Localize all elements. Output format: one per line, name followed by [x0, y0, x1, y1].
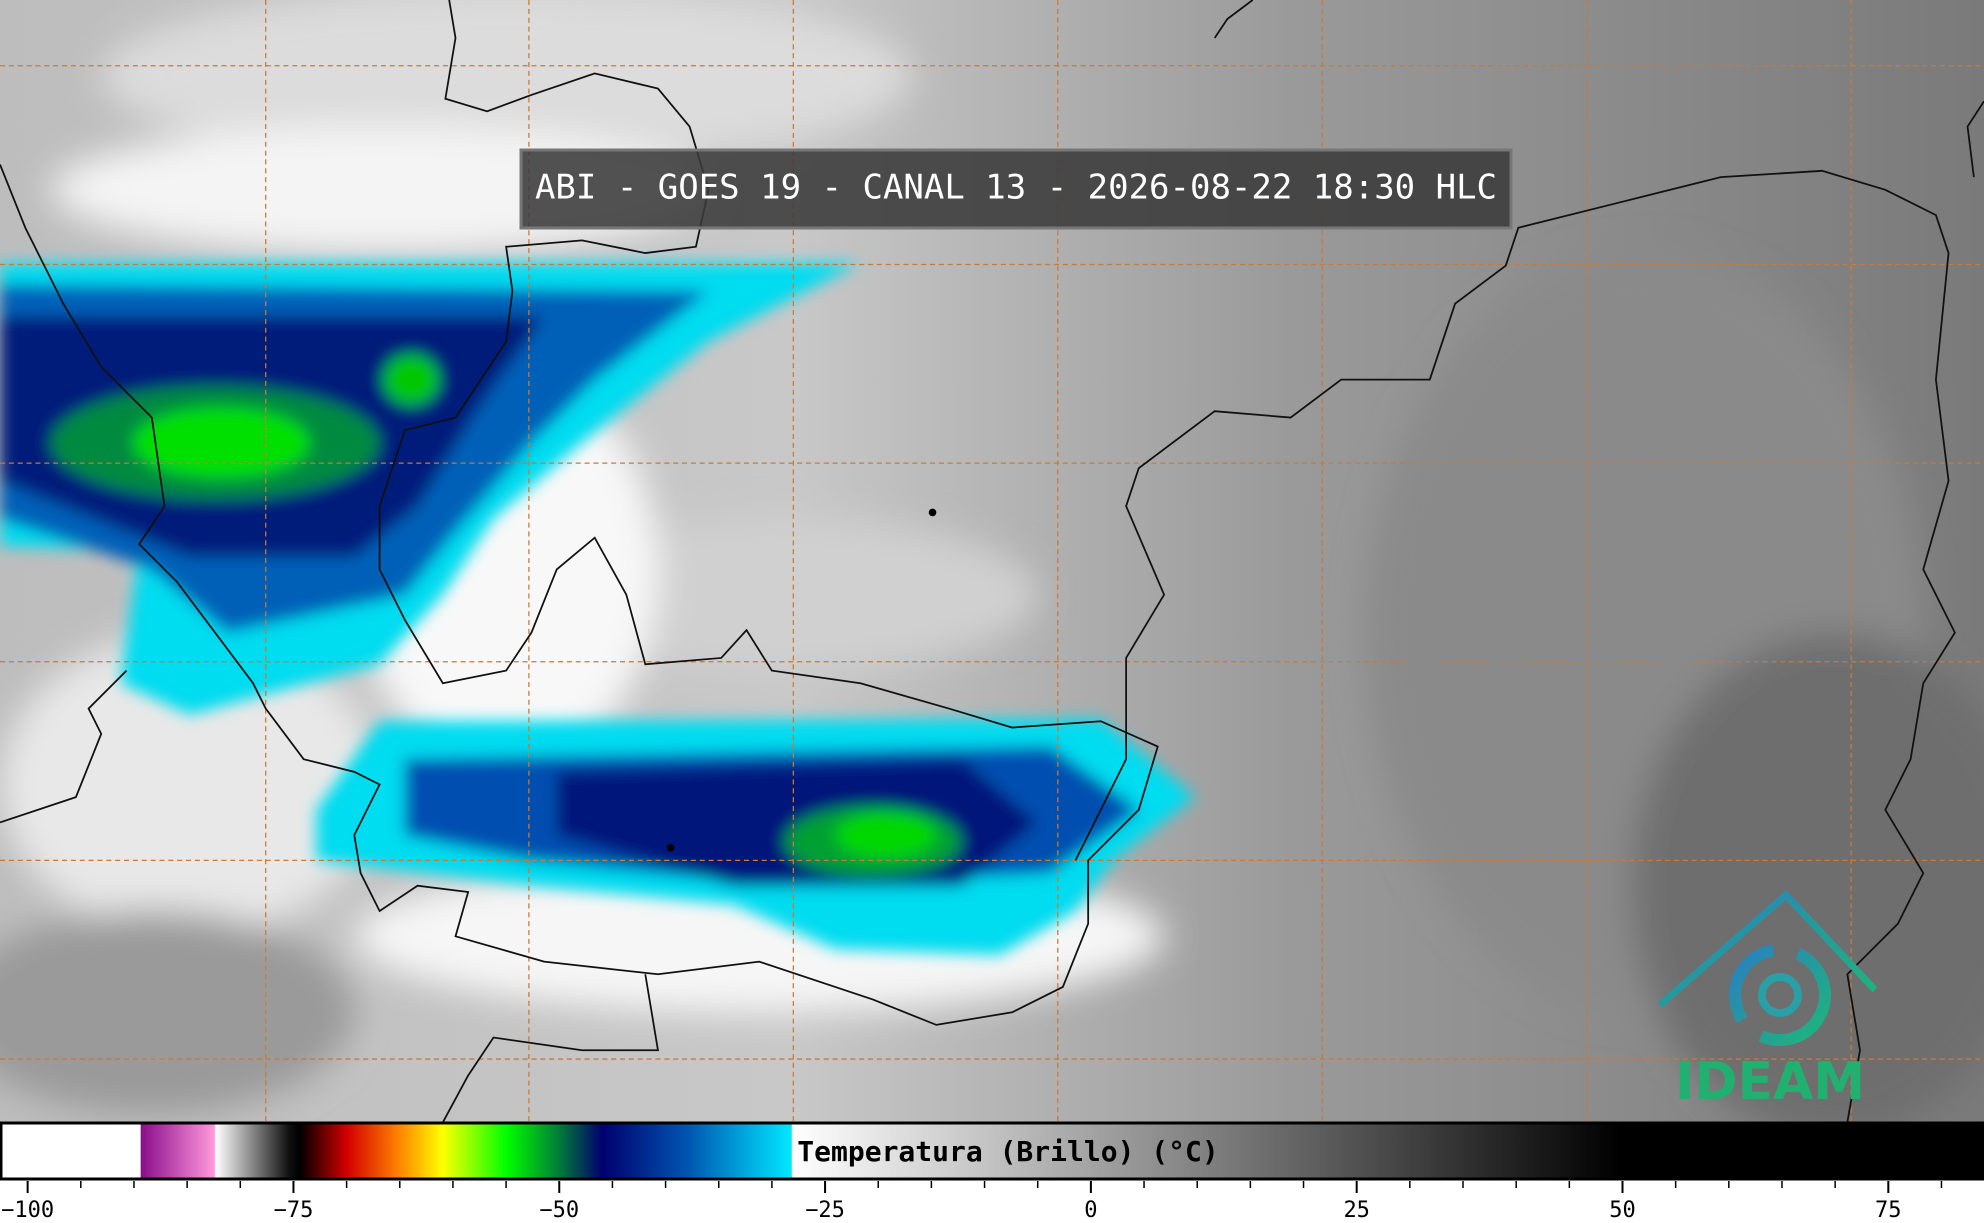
title-box: ABI - GOES 19 - CANAL 13 - 2026-08-22 18… [519, 148, 1513, 230]
colorbar-ramp [0, 1121, 1984, 1181]
tick-label: −50 [539, 1198, 579, 1223]
tick-label: 75 [1875, 1198, 1902, 1223]
tick-label: 50 [1609, 1198, 1636, 1223]
tick-label: −100 [1, 1198, 54, 1223]
logo-text: IDEAM [1675, 1052, 1865, 1112]
tick-label: 25 [1343, 1198, 1370, 1223]
tick-label: −25 [805, 1198, 845, 1223]
tick-label: 0 [1084, 1198, 1097, 1223]
tick-label: −75 [274, 1198, 314, 1223]
colorbar: Temperatura (Brillo) (°C) −100 −75 −50 −25 0… [0, 1121, 1984, 1223]
logo: IDEAM [1657, 890, 1878, 1112]
colorbar-label: Temperatura (Brillo) (°C) [797, 1135, 1218, 1168]
title: ABI - GOES 19 - CANAL 13 - 2026-08-22 18… [535, 168, 1497, 208]
